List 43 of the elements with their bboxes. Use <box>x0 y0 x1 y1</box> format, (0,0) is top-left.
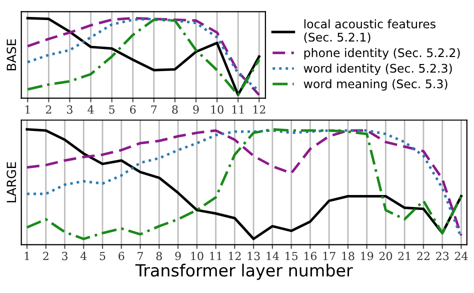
x-tick-label: 4 <box>88 105 94 114</box>
x-tick-label: 21 <box>398 252 410 260</box>
x-tick-label: 14 <box>266 252 279 260</box>
x-tick-label: 2 <box>43 252 48 260</box>
x-tick-label: 5 <box>100 252 106 260</box>
x-tick-label: 23 <box>436 252 449 260</box>
x-tick-label: 22 <box>417 252 430 260</box>
legend-label: word identity (Sec. 5.2.3) <box>304 64 452 76</box>
x-tick-label: 13 <box>248 252 260 260</box>
x-tick-label: 17 <box>323 252 336 260</box>
legend-label: local acoustic features (Sec. 5.2.1) <box>304 19 436 44</box>
x-tick-label: 11 <box>210 252 222 260</box>
x-tick-label: 11 <box>232 105 244 114</box>
x-tick-label: 5 <box>109 105 114 114</box>
x-tick-label: 9 <box>193 105 199 114</box>
x-tick-label: 6 <box>130 105 136 114</box>
x-tick-label: 6 <box>118 252 124 260</box>
x-tick-label: 15 <box>286 252 298 260</box>
y-axis-title: LARGE <box>6 162 16 202</box>
x-tick-label: 3 <box>67 105 72 114</box>
legend-label: word meaning (Sec. 5.3) <box>304 79 448 91</box>
x-tick-label: 4 <box>80 252 87 260</box>
x-tick-label: 16 <box>304 252 317 260</box>
x-tick-label: 19 <box>361 252 374 260</box>
x-tick-label: 9 <box>175 252 181 260</box>
x-tick-label: 1 <box>25 105 30 114</box>
x-tick-label: 24 <box>454 252 468 260</box>
x-tick-label: 3 <box>62 252 68 260</box>
x-tick-label: 12 <box>253 105 266 114</box>
x-axis-title: Transformer layer number <box>135 264 353 280</box>
x-tick-label: 7 <box>151 105 157 114</box>
x-tick-label: 10 <box>191 252 204 260</box>
legend-label: phone identity (Sec. 5.2.2) <box>304 48 460 60</box>
x-tick-label: 2 <box>46 105 52 114</box>
x-tick-label: 7 <box>138 252 144 260</box>
x-tick-label: 1 <box>24 252 29 260</box>
x-tick-label: 18 <box>342 252 354 260</box>
x-tick-label: 8 <box>172 105 178 114</box>
x-tick-label: 10 <box>211 105 224 114</box>
x-tick-label: 8 <box>156 252 162 260</box>
x-tick-label: 20 <box>379 252 392 260</box>
y-axis-title: BASE <box>6 39 16 70</box>
x-tick-label: 12 <box>228 252 241 260</box>
